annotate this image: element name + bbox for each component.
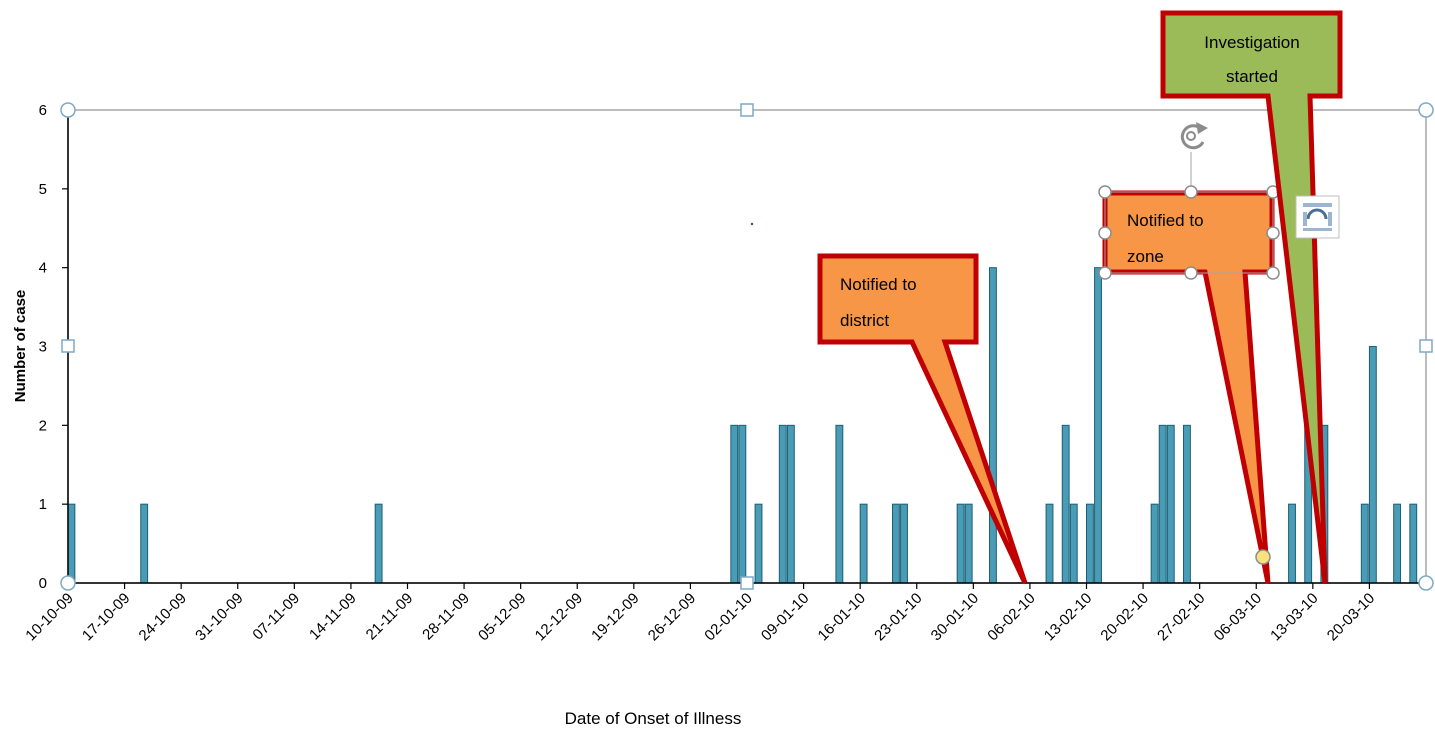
x-tick-label: 13-02-10 [1041, 590, 1095, 644]
bar-16-01-10 [859, 503, 868, 584]
x-tick-label: 26-12-09 [645, 590, 699, 644]
x-axis-title: Date of Onset of Illness [565, 709, 742, 728]
x-tick-label: 23-01-10 [871, 590, 925, 644]
rotate-icon[interactable] [1180, 122, 1208, 150]
zone-handle-tl[interactable] [1098, 185, 1112, 199]
x-tick-label: 17-10-09 [79, 590, 133, 644]
x-tick-label: 19-12-09 [588, 590, 642, 644]
resize-handle-middle-right[interactable] [1419, 339, 1433, 353]
resize-handle-bottom-right[interactable] [1418, 575, 1434, 591]
bar-14-02-10 [1094, 267, 1102, 584]
x-tick-label: 05-12-09 [475, 590, 529, 644]
bar-01-02-10 [989, 267, 997, 584]
resize-handle-middle-left[interactable] [61, 339, 75, 353]
resize-handle-top-middle[interactable] [740, 103, 754, 117]
callout-investigation-shape[interactable] [1160, 10, 1343, 584]
bar-08-02-10 [1045, 503, 1054, 584]
y-tick-label: 0 [39, 575, 47, 592]
bar-22-02-10 [1158, 424, 1167, 584]
y-tick-label: 4 [39, 260, 47, 277]
callout-zone-line2: zone [1127, 247, 1164, 266]
bar-03-01-10 [754, 503, 763, 584]
callout-district-line1: Notified to [840, 275, 917, 294]
bar-31-12-09 [730, 424, 739, 584]
y-tick-label: 2 [39, 417, 47, 434]
x-tick-label: 10-10-09 [22, 590, 76, 644]
callout-district-line2: district [840, 311, 889, 330]
x-tick-label: 16-01-10 [815, 590, 869, 644]
bar-06-01-10 [778, 424, 787, 584]
callout-zone-line1: Notified to [1127, 211, 1204, 230]
bar-17-11-09 [374, 503, 383, 584]
bar-10-10-09 [67, 503, 76, 584]
x-tick-label: 09-01-10 [758, 590, 812, 644]
bar-19-10-09 [140, 503, 149, 584]
x-tick-label: 31-10-09 [192, 590, 246, 644]
x-tick-label: 27-02-10 [1154, 590, 1208, 644]
bar-28-01-10 [956, 503, 965, 584]
x-tick-label: 21-11-09 [363, 590, 417, 644]
bar-10-02-10 [1061, 424, 1070, 584]
x-tick-label: 28-11-09 [419, 590, 473, 644]
bar-10-03-10 [1288, 503, 1296, 584]
x-tick-label: 06-02-10 [984, 590, 1038, 644]
bar-13-01-10 [835, 424, 844, 584]
resize-handle-top-right[interactable] [1418, 102, 1434, 118]
bar-20-01-10 [892, 503, 900, 584]
callout-notified-to-district[interactable]: Notified to district [817, 253, 1028, 585]
x-tick-label: 13-03-10 [1267, 590, 1321, 644]
bar-29-01-10 [964, 503, 973, 584]
callout-investigation-line2: started [1226, 67, 1278, 86]
zone-handle-ml[interactable] [1098, 226, 1112, 240]
y-ticks-group: 0 1 2 3 4 5 6 [39, 102, 68, 592]
bar-07-01-10 [786, 424, 795, 584]
x-tick-label: 20-03-10 [1324, 590, 1378, 644]
y-axis-title: Number of case [12, 290, 29, 403]
x-tick-label: 14-11-09 [306, 590, 360, 644]
y-tick-label: 1 [39, 496, 47, 513]
chart-resize-handles[interactable] [60, 102, 1434, 591]
bar-21-01-10 [900, 503, 908, 584]
y-tick-label: 3 [39, 339, 47, 356]
bar-25-02-10 [1183, 424, 1191, 584]
callout-district-shape[interactable] [817, 253, 1028, 585]
zone-handle-mr[interactable] [1266, 226, 1280, 240]
bar-01-01-10 [738, 424, 747, 584]
bar-21-02-10 [1150, 503, 1159, 584]
layout-options-icon[interactable] [1295, 195, 1340, 239]
zone-handle-tm[interactable] [1184, 185, 1198, 199]
callout-zone-shape[interactable] [1102, 190, 1275, 584]
bar-19-03-10 [1360, 503, 1369, 584]
bar-11-02-10 [1069, 503, 1078, 584]
bar-23-02-10 [1166, 424, 1175, 584]
x-tick-label: 20-02-10 [1097, 590, 1151, 644]
resize-handle-top-left[interactable] [60, 102, 76, 118]
bar-23-03-10 [1393, 503, 1402, 584]
zone-handle-bm[interactable] [1184, 266, 1198, 280]
x-ticks-group: 10-10-09 17-10-09 24-10-09 31-10-09 07-11-09… [22, 583, 1378, 644]
resize-handle-bottom-middle[interactable] [740, 576, 754, 590]
bar-20-03-10 [1368, 346, 1377, 584]
x-tick-label: 02-01-10 [701, 590, 755, 644]
stray-dot [750, 222, 754, 226]
x-tick-label: 12-12-09 [532, 590, 586, 644]
zone-handle-bl[interactable] [1098, 266, 1112, 280]
y-tick-label: 5 [39, 181, 47, 198]
bar-13-02-10 [1086, 503, 1094, 584]
bar-25-03-10 [1409, 503, 1418, 584]
callout-notified-to-zone[interactable]: Notified to zone [1098, 122, 1280, 584]
zone-handle-br[interactable] [1266, 266, 1280, 280]
callout-pointer-adjust-handle[interactable] [1255, 549, 1271, 565]
x-tick-label: 07-11-09 [249, 590, 303, 644]
x-tick-label: 24-10-09 [136, 590, 190, 644]
x-tick-label: 30-01-10 [928, 590, 982, 644]
x-tick-label: 06-03-10 [1211, 590, 1265, 644]
resize-handle-bottom-left[interactable] [60, 575, 76, 591]
callout-investigation-line1: Investigation [1204, 33, 1299, 52]
callout-investigation-started[interactable]: Investigation started [1160, 10, 1343, 584]
y-tick-label: 6 [39, 102, 47, 119]
